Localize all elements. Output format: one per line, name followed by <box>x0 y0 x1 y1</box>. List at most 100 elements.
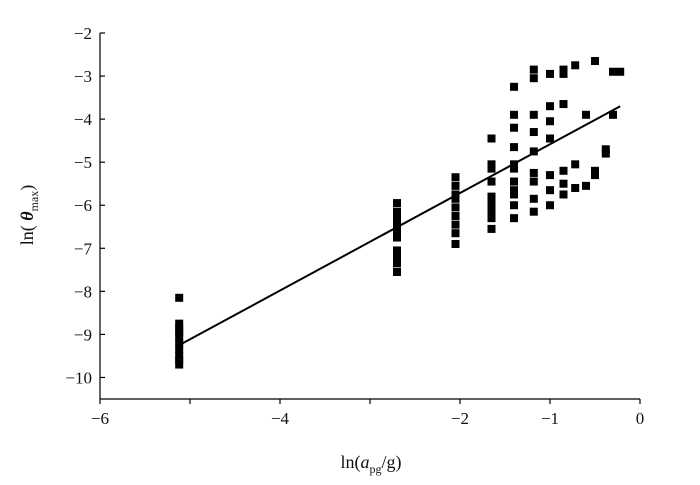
data-point <box>571 61 580 70</box>
data-point <box>175 323 184 332</box>
data-point <box>451 173 460 182</box>
data-point <box>487 224 496 233</box>
data-point <box>175 332 184 341</box>
data-point <box>609 67 617 76</box>
data-point <box>510 82 518 91</box>
data-point <box>510 164 518 173</box>
data-point <box>393 216 401 225</box>
data-point <box>559 190 568 199</box>
y-axis: −10 −9 −8 −7 −6 −5 −4 −3 −2 <box>65 24 105 399</box>
x-tick-label: −2 <box>451 409 469 428</box>
data-point <box>175 293 184 302</box>
data-point <box>175 319 184 328</box>
data-point <box>571 184 580 193</box>
data-point <box>487 177 496 186</box>
data-point <box>393 229 401 238</box>
y-tick-label: −9 <box>74 325 92 344</box>
data-point <box>487 203 496 212</box>
y-axis-title: ln( θmax) <box>17 185 41 246</box>
data-point <box>175 345 184 354</box>
data-point <box>175 351 184 360</box>
data-point <box>559 69 568 78</box>
data-point <box>529 207 538 216</box>
data-point <box>559 179 568 188</box>
data-point <box>487 207 496 216</box>
data-point <box>510 190 518 199</box>
data-point <box>591 166 599 175</box>
data-point <box>529 128 538 137</box>
data-point <box>393 199 401 208</box>
data-point <box>393 246 401 255</box>
data-point <box>393 224 401 233</box>
data-points <box>175 56 625 369</box>
data-point <box>529 147 538 156</box>
data-point <box>510 186 518 195</box>
x-tick-label: −1 <box>541 409 559 428</box>
data-point <box>487 199 496 208</box>
y-tick-label: −5 <box>74 153 92 172</box>
y-tick-label: −7 <box>74 239 93 258</box>
data-point <box>591 56 599 65</box>
data-point <box>559 100 568 109</box>
data-point <box>393 259 401 268</box>
data-point <box>451 203 460 212</box>
data-point <box>571 160 580 169</box>
data-point <box>175 339 184 348</box>
data-point <box>591 171 599 180</box>
x-tick-label: −4 <box>271 409 290 428</box>
data-point <box>616 67 625 76</box>
data-point <box>609 110 617 119</box>
data-point <box>451 229 460 238</box>
y-tick-label: −8 <box>74 282 92 301</box>
data-point <box>546 117 554 126</box>
x-axis: −6 −4 −2 −1 0 <box>91 398 644 428</box>
data-point <box>175 328 184 337</box>
data-point <box>529 74 538 83</box>
data-point <box>546 102 554 111</box>
data-point <box>510 110 518 119</box>
data-point <box>393 267 401 276</box>
data-point <box>546 69 554 78</box>
data-point <box>393 252 401 261</box>
data-point <box>529 194 538 203</box>
data-point <box>451 212 460 220</box>
x-tick-label: −6 <box>91 409 109 428</box>
data-point <box>393 220 401 229</box>
data-point <box>546 171 554 180</box>
data-point <box>487 164 496 173</box>
y-tick-label: −10 <box>65 368 92 387</box>
regression-line <box>178 105 621 347</box>
data-point <box>393 212 401 220</box>
data-point <box>393 233 401 242</box>
data-point <box>582 181 590 190</box>
data-point <box>529 65 538 74</box>
data-point <box>529 177 538 186</box>
data-point <box>510 214 518 223</box>
y-tick-label: −6 <box>74 196 92 215</box>
y-tick-label: −3 <box>74 67 92 86</box>
data-point <box>601 149 610 158</box>
data-point <box>559 166 568 175</box>
data-point <box>529 168 538 177</box>
data-point <box>582 110 590 119</box>
data-point <box>487 214 496 223</box>
data-point <box>510 123 518 132</box>
data-point <box>546 201 554 210</box>
data-point <box>601 145 610 154</box>
data-point <box>451 194 460 203</box>
data-point <box>175 360 184 369</box>
data-point <box>487 134 496 143</box>
data-point <box>393 207 401 216</box>
data-point <box>451 181 460 190</box>
data-point <box>451 220 460 229</box>
data-point <box>487 160 496 169</box>
data-point <box>529 110 538 119</box>
data-point <box>175 356 184 365</box>
data-point <box>451 239 460 248</box>
data-point <box>546 186 554 195</box>
data-point <box>487 192 496 201</box>
data-point <box>546 134 554 143</box>
data-point <box>510 201 518 210</box>
data-point <box>510 143 518 152</box>
data-point <box>510 177 518 186</box>
